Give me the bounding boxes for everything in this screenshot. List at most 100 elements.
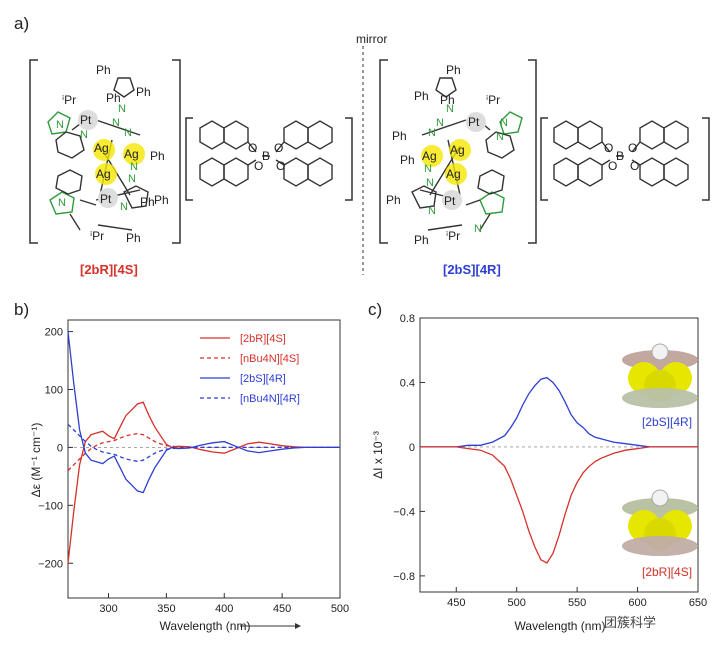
y-tick-label: 200 [45, 327, 63, 339]
svg-text:Ph: Ph [440, 93, 455, 107]
svg-text:Pt: Pt [100, 192, 112, 206]
left-borate-labels: O O B O O [248, 141, 285, 173]
svg-text:ⁱPr: ⁱPr [486, 93, 500, 107]
svg-text:N: N [118, 103, 126, 115]
svg-text:N: N [80, 129, 88, 141]
y-tick-label: −200 [38, 558, 63, 570]
bracket-left-borate-open [185, 117, 193, 201]
compound-label-left: [2bR][4S] [80, 262, 138, 277]
svg-text:N: N [424, 163, 432, 175]
svg-text:O: O [608, 159, 617, 173]
left-ag-core [93, 139, 145, 185]
svg-text:N: N [112, 117, 120, 129]
cpl-ylabel: ΔI x 10⁻³ [371, 431, 385, 479]
inset-top-label: [2bS][4R] [642, 415, 692, 429]
cd-spectrum-chart: 300 350 400 450 500 200 100 0 −100 −200 [2bR][4S]… [29, 319, 349, 633]
svg-text:O: O [628, 141, 637, 155]
y-tick-label: 100 [45, 385, 63, 397]
series-line-1 [67, 401, 340, 564]
y-tick-label: 0 [409, 442, 415, 454]
legend-label: [nBu4N][4R] [240, 393, 300, 405]
plot-frame [419, 317, 699, 593]
y-tick-label: −0.4 [393, 506, 415, 518]
x-tick-label: 400 [215, 603, 233, 615]
svg-text:Ph: Ph [446, 63, 461, 77]
panel-a-structures: Pt Pt Ag Ag Ag Ph Ph Ph Ph Ph Ph Ph ⁱPr … [29, 46, 710, 275]
svg-text:B: B [262, 149, 270, 163]
series-line-2 [67, 432, 340, 472]
bracket-right-borate-close [702, 117, 710, 201]
right-borate-skeleton [553, 120, 689, 187]
bracket-right-open [379, 59, 388, 244]
x-tick-label: 500 [508, 597, 526, 609]
x-tick-label: 550 [568, 597, 586, 609]
series-line-2 [420, 446, 698, 564]
inset-model-top [622, 343, 698, 408]
svg-text:Ph: Ph [386, 193, 401, 207]
x-tick-label: 450 [273, 603, 291, 615]
x-tick-label: 450 [447, 597, 465, 609]
x-tick-label: 650 [689, 597, 707, 609]
svg-text:Ag: Ag [446, 167, 461, 181]
series-line-1 [420, 376, 698, 448]
left-n-labels: N N N N N N N N N [56, 103, 138, 213]
svg-text:Ph: Ph [126, 231, 141, 245]
svg-text:O: O [248, 141, 257, 155]
svg-text:B: B [616, 149, 624, 163]
right-pt-atoms [442, 112, 486, 210]
svg-text:N: N [130, 161, 138, 173]
inset-model-bottom [622, 489, 698, 556]
svg-text:Ph: Ph [414, 233, 429, 247]
svg-text:Ag: Ag [450, 143, 465, 157]
svg-text:N: N [500, 117, 508, 129]
svg-text:O: O [276, 159, 285, 173]
svg-text:N: N [426, 177, 434, 189]
right-cluster-skeleton [411, 77, 523, 231]
compound-label-right: [2bS][4R] [443, 262, 501, 277]
right-n-labels: N N N N N N N N N [424, 103, 508, 235]
bracket-left-close [172, 59, 181, 244]
svg-text:Ph: Ph [392, 129, 407, 143]
bracket-left-open [29, 59, 38, 244]
svg-text:Pt: Pt [468, 115, 480, 129]
svg-text:Ph: Ph [140, 195, 155, 209]
cd-xlabel: Wavelength (nm) [160, 619, 251, 633]
y-tick-label: 0.4 [400, 377, 415, 389]
svg-text:N: N [428, 205, 436, 217]
y-tick-label: −100 [38, 500, 63, 512]
left-pt-atoms [78, 110, 118, 208]
svg-text:N: N [128, 173, 136, 185]
x-tick-label: 500 [331, 603, 349, 615]
svg-text:Ag: Ag [124, 147, 139, 161]
panel-label-a: a) [14, 14, 30, 33]
cpl-spectrum-chart: 450 500 550 600 650 0.8 0.4 0 −0.4 −0.8 Wavelengt… [371, 313, 707, 633]
legend-label: [nBu4N][4S] [240, 353, 299, 365]
svg-text:Pt: Pt [444, 194, 456, 208]
legend-label: [2bS][4R] [240, 373, 286, 385]
svg-text:N: N [496, 131, 504, 143]
svg-text:N: N [436, 117, 444, 129]
mirror-label: mirror [356, 32, 388, 46]
legend-label: [2bR][4S] [240, 333, 286, 345]
svg-text:Pt: Pt [80, 113, 92, 127]
bracket-right-borate-open [540, 117, 548, 201]
series-line-4 [67, 423, 340, 462]
inset-bottom-label: [2bR][4S] [642, 565, 692, 579]
cpl-xlabel: Wavelength (nm) [515, 619, 606, 633]
svg-text:O: O [604, 141, 613, 155]
y-tick-label: 0.8 [400, 313, 415, 325]
svg-text:ⁱPr: ⁱPr [90, 229, 104, 243]
svg-text:ⁱPr: ⁱPr [62, 93, 76, 107]
svg-text:O: O [254, 159, 263, 173]
svg-text:N: N [56, 119, 64, 131]
cd-xlabel-arrowhead [295, 623, 301, 629]
svg-text:O: O [274, 141, 283, 155]
svg-text:Ag: Ag [94, 141, 109, 155]
left-borate-skeleton [199, 120, 333, 187]
panel-label-b: b) [14, 300, 30, 319]
series-line-3 [67, 331, 340, 494]
y-tick-label: −0.8 [393, 571, 415, 583]
right-borate-labels: O O B O O [604, 141, 639, 173]
svg-text:Ph: Ph [96, 63, 111, 77]
svg-text:Ph: Ph [136, 85, 151, 99]
